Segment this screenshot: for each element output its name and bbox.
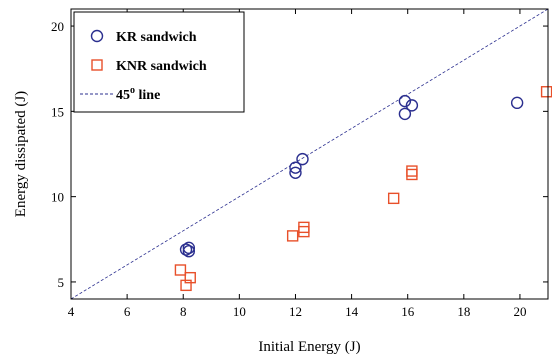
data-point-series-2: [406, 165, 418, 177]
data-marks-layer: [174, 86, 552, 292]
data-point-series-1: [182, 241, 196, 255]
plot-area: 4 6 8 10 12 14 16 18 20 5 10 15 20: [51, 8, 552, 319]
legend-ref-sup: o: [130, 85, 135, 96]
data-point-series-1: [510, 96, 524, 110]
data-point-series-2: [406, 168, 418, 181]
legend-label-series-2: KNR sandwich: [116, 59, 207, 74]
y-tick-label: 15: [51, 104, 64, 119]
y-axis-title: Energy dissipated (J): [13, 91, 29, 217]
x-tick-label: 10: [233, 304, 246, 319]
y-tick-label: 10: [51, 190, 64, 205]
data-point-series-1: [296, 152, 309, 166]
x-tick-label: 6: [124, 304, 131, 319]
data-point-series-2: [180, 279, 192, 292]
data-point-series-1: [398, 94, 412, 108]
legend-reference-label: 45o line: [116, 85, 160, 103]
x-axis-title: Initial Energy (J): [258, 339, 360, 355]
data-point-series-2: [184, 271, 196, 284]
axis-ticks-layer: 4 6 8 10 12 14 16 18 20 5 10 15 20: [51, 9, 548, 319]
y-tick-label: 20: [51, 19, 64, 34]
legend-label-series-1: KR sandwich: [116, 30, 197, 45]
legend-ref-main: 45: [116, 88, 130, 103]
data-point-series-2: [298, 221, 310, 234]
data-point-series-1: [405, 99, 419, 112]
legend-items: KR sandwich KNR sandwich: [90, 29, 207, 74]
data-point-series-1: [289, 161, 302, 174]
legend: KR sandwich KNR sandwich 45o line: [73, 11, 245, 113]
legend-ref-rest: line: [135, 88, 160, 103]
data-point-series-2: [387, 192, 400, 205]
x-tick-label: 8: [180, 304, 187, 319]
reference-line: [70, 8, 549, 300]
data-point-series-1: [289, 166, 302, 179]
x-tick-label: 12: [289, 304, 302, 319]
data-point-series-2: [174, 264, 187, 276]
data-point-series-1: [179, 243, 193, 256]
data-point-series-1: [398, 107, 412, 121]
x-tick-label: 14: [345, 304, 359, 319]
reference-line-layer: [70, 8, 549, 300]
y-tick-label: 5: [58, 275, 65, 290]
legend-marker-series-2: [91, 59, 103, 71]
x-tick-label: 20: [513, 304, 526, 319]
legend-marker-series-1: [90, 29, 104, 43]
x-tick-label: 18: [457, 304, 470, 319]
data-point-series-2: [286, 230, 299, 242]
x-tick-label: 16: [401, 304, 415, 319]
x-tick-label: 4: [68, 304, 75, 319]
data-point-series-1: [182, 245, 196, 258]
data-point-series-2: [540, 86, 552, 98]
plot-frame: [70, 8, 549, 300]
data-point-series-2: [298, 225, 310, 238]
